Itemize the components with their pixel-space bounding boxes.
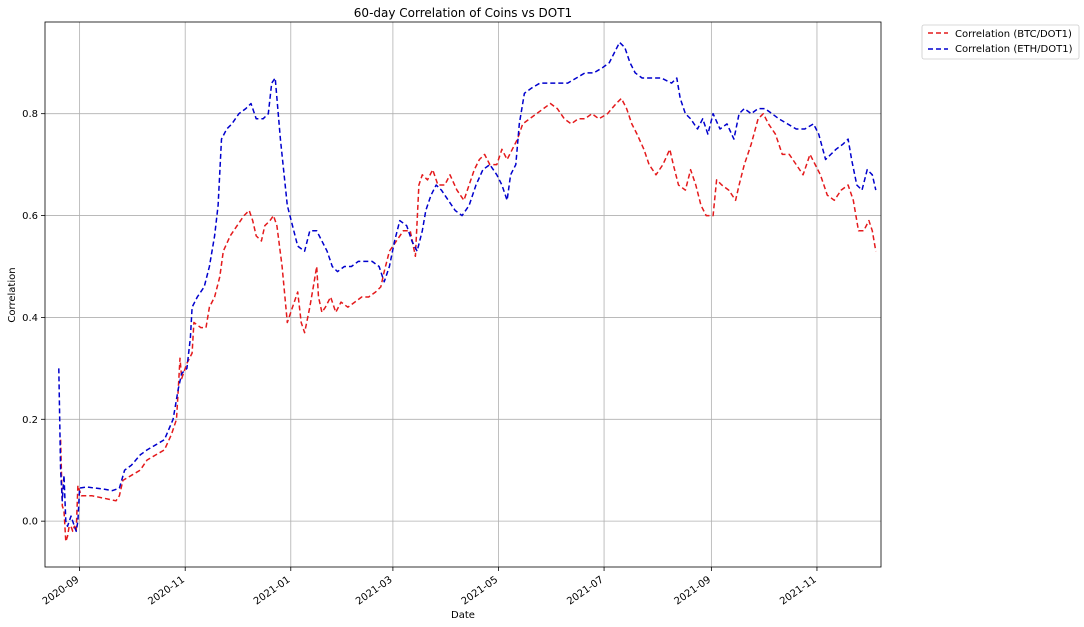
x-axis-title: Date (451, 610, 475, 621)
legend-box (921, 24, 1080, 60)
y-axis-title: Correlation (7, 267, 18, 322)
legend: Correlation (BTC/DOT1) Correlation (ETH/… (921, 24, 1080, 60)
btc-dot1-correlation-line (59, 97, 877, 543)
legend-label-eth: Correlation (ETH/DOT1) (955, 44, 1073, 55)
plot-area-frame (44, 21, 882, 568)
y-axis-ticks: 0.0 0.2 0.4 0.6 0.8 (22, 109, 45, 528)
chart-title: 60-day Correlation of Coins vs DOT1 (354, 6, 572, 20)
y-tick-label: 0.6 (22, 211, 38, 222)
series-lines (58, 41, 877, 543)
y-tick-label: 0.0 (22, 517, 38, 528)
y-tick-label: 0.4 (22, 313, 38, 324)
legend-label-btc: Correlation (BTC/DOT1) (955, 29, 1072, 40)
y-tick-label: 0.2 (22, 415, 38, 426)
grid-lines (45, 22, 881, 567)
y-tick-label: 0.8 (22, 109, 38, 120)
